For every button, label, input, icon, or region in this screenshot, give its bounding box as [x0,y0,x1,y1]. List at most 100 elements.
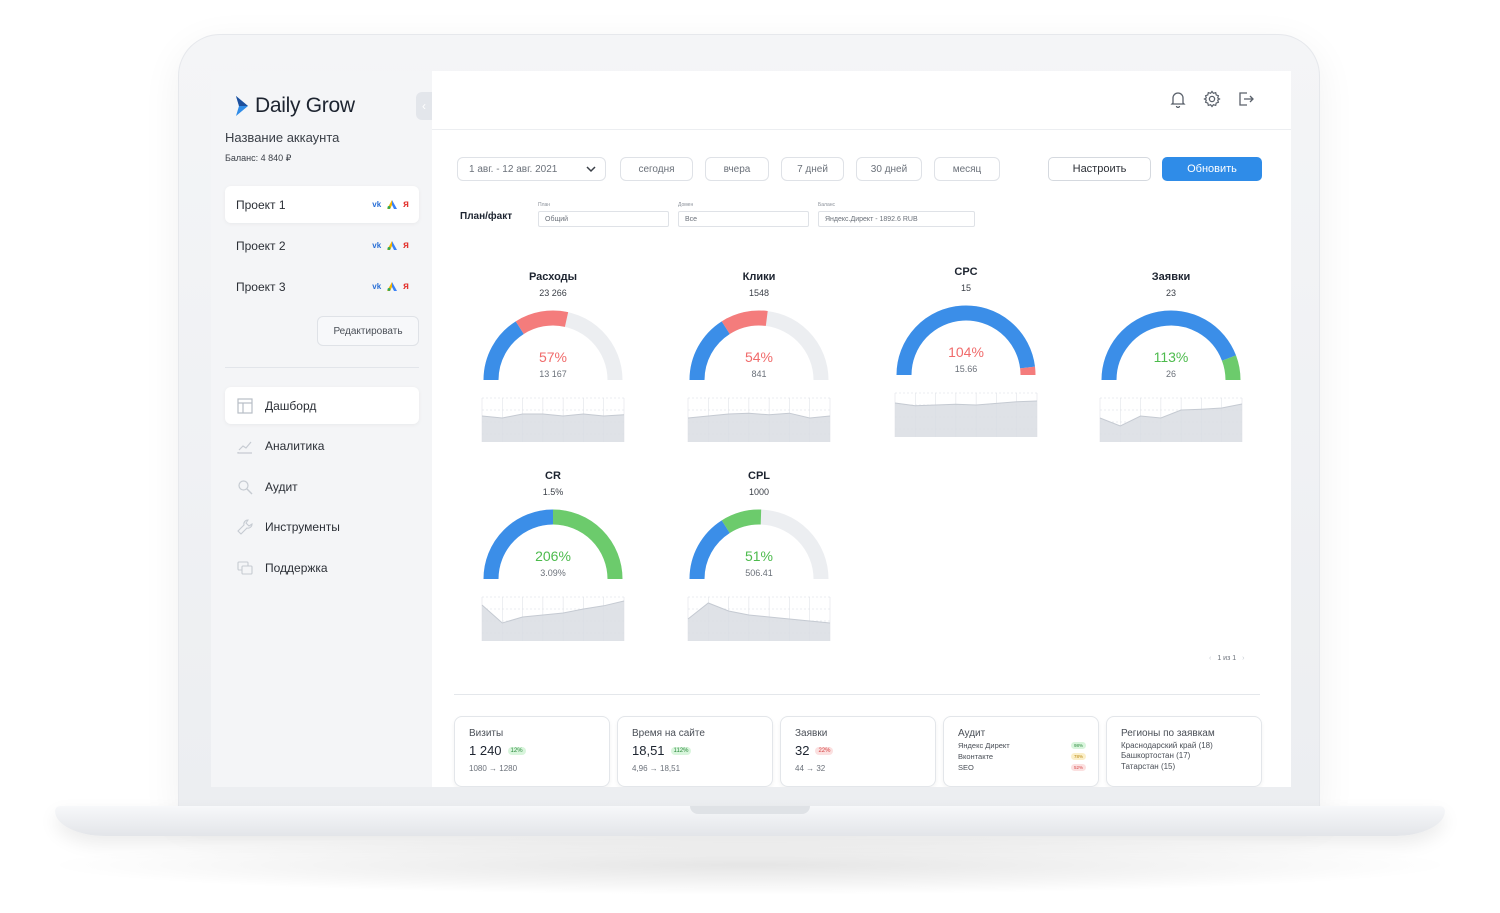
plan-select[interactable]: Общий [538,211,669,227]
kpi-fact-value: 26 [1165,369,1176,379]
card-time-on-site[interactable]: Время на сайте 18,51 112% 4,96 → 18,51 [617,716,773,787]
field-label: Баланс [818,202,836,208]
kpi-title: CR [545,470,561,482]
kpi-percent: 51% [744,548,774,564]
project-channel-icons: vk я [372,199,409,210]
section-divider [454,694,1260,695]
card-value: 1 240 [469,743,502,758]
preset-yesterday[interactable]: вчера [705,157,769,181]
kpi-gauge: 57% 13 167 [478,309,628,387]
balance-field[interactable]: Баланс Яндекс.Директ - 1892.6 RUB [818,202,975,227]
kpi-sparkline [687,397,831,442]
sidebar: Daily Grow ‹ Название аккаунта Баланс: 4… [211,71,432,787]
spark-area [895,401,1037,437]
change-badge: 12% [507,746,526,755]
gauge-fill-base [689,321,731,381]
card-value-row: 18,51 112% [632,743,772,758]
date-range-select[interactable]: 1 авг. - 12 авг. 2021 [457,157,606,181]
kpi-gauge: 54% 841 [684,309,834,387]
topbar [432,71,1291,130]
spark-line [1099,403,1243,427]
chevron-left-icon[interactable]: ‹ [1209,655,1212,662]
dashboard-icon [237,397,253,414]
card-change: 4,96 → 18,51 [632,764,681,773]
kpi-title: CPC [954,266,978,278]
logout-icon[interactable] [1237,90,1255,108]
brand-logo[interactable]: Daily Grow [233,93,355,119]
kpi-sparkline [1099,397,1243,442]
account-name: Название аккаунта [225,130,340,145]
gear-icon[interactable] [1203,90,1221,108]
kpi-sparkline [481,397,625,442]
card-title: Регионы по заявкам [1121,728,1215,739]
nav-item-dashboard[interactable]: Дашборд [225,387,419,424]
gauge-arc [689,310,829,381]
domain-select[interactable]: Все [678,211,809,227]
kpi-plan-value: 1000 [748,487,770,497]
edit-projects-button[interactable]: Редактировать [317,316,419,346]
kpi-percent: 104% [948,344,984,360]
domain-field[interactable]: Домен Все [678,202,809,227]
preset-30-days[interactable]: 30 дней [856,157,922,181]
kpi-cr[interactable]: CR 1.5% 206% 3.09% [478,470,628,646]
audit-score-badge: 52% [1070,764,1086,771]
gauge-fill-base [483,509,554,580]
kpi-cpl[interactable]: CPL 1000 51% 506.41 [684,470,834,646]
card-audit[interactable]: Аудит Яндекс Директ 98% Вконтакте 78% SE… [943,716,1099,787]
nav-item-tools[interactable]: Инструменты [225,509,419,546]
plan-field[interactable]: План Общий [538,202,669,227]
kpi-clicks[interactable]: Клики 1548 54% 841 [684,271,834,447]
page-indicator: 1 из 1 [1217,655,1237,662]
preset-month[interactable]: месяц [934,157,1000,181]
kpi-gauge: 104% 15.66 [891,304,1041,382]
kpi-cpc[interactable]: CPC 15 104% 15.66 [891,266,1041,442]
project-item-2[interactable]: Проект 2 vk я [225,227,419,264]
preset-today[interactable]: сегодня [620,157,693,181]
audit-score-badge: 78% [1070,753,1086,760]
kpi-spend[interactable]: Расходы 23 266 57% 13 167 [478,271,628,447]
configure-button[interactable]: Настроить [1048,157,1151,181]
bell-icon[interactable] [1169,90,1187,108]
gauge-fill-status [515,310,569,335]
balance-select[interactable]: Яндекс.Директ - 1892.6 RUB [818,211,975,227]
chevron-right-icon[interactable]: › [1242,655,1245,662]
gauge-arc [689,509,829,580]
spark-line [687,602,831,624]
audit-score-badge: 98% [1070,742,1086,749]
kpi-sparkline [687,596,831,641]
refresh-button[interactable]: Обновить [1162,157,1262,181]
gauge-fill-status [721,310,768,335]
gauge-fill-status [552,509,623,580]
nav-label: Аудит [265,479,298,494]
card-regions[interactable]: Регионы по заявкам Краснодарский край (1… [1106,716,1262,787]
card-leads[interactable]: Заявки 32 22% 44 → 32 [780,716,936,787]
kpi-plan-value: 1.5% [542,487,564,497]
card-title: Визиты [469,728,504,739]
kpi-sparkline [894,392,1038,437]
nav-item-audit[interactable]: Аудит [225,468,419,505]
nav-label: Аналитика [265,439,325,453]
preset-7-days[interactable]: 7 дней [781,157,844,181]
gauge-fill-base [689,520,731,580]
card-visits[interactable]: Визиты 1 240 12% 1080 → 1280 [454,716,610,787]
kpi-title: CPL [748,470,770,482]
kpi-leads[interactable]: Заявки 23 113% 26 [1096,271,1246,447]
nav-label: Поддержка [265,560,328,575]
region-row: Башкортостан (17) [1121,751,1191,760]
brand-name: Daily Grow [255,94,355,117]
region-row: Краснодарский край (18) [1121,740,1213,750]
laptop-shadow [40,835,1460,895]
nav-item-support[interactable]: Поддержка [225,549,419,586]
project-item-1[interactable]: Проект 1 vk я [225,186,419,223]
card-value: 32 [795,743,810,758]
laptop-notch [690,806,810,814]
kpi-fact-value: 13 167 [539,369,567,379]
app-screen: Daily Grow ‹ Название аккаунта Баланс: 4… [211,71,1291,787]
audit-search-icon [237,479,253,495]
collapse-sidebar-button[interactable]: ‹ [416,92,432,120]
yandex-icon: я [403,240,409,251]
nav-item-analytics[interactable]: Аналитика [225,428,419,465]
project-item-3[interactable]: Проект 3 vk я [225,268,419,305]
gauge-arc [483,509,623,580]
kpi-fact-value: 841 [751,369,767,379]
